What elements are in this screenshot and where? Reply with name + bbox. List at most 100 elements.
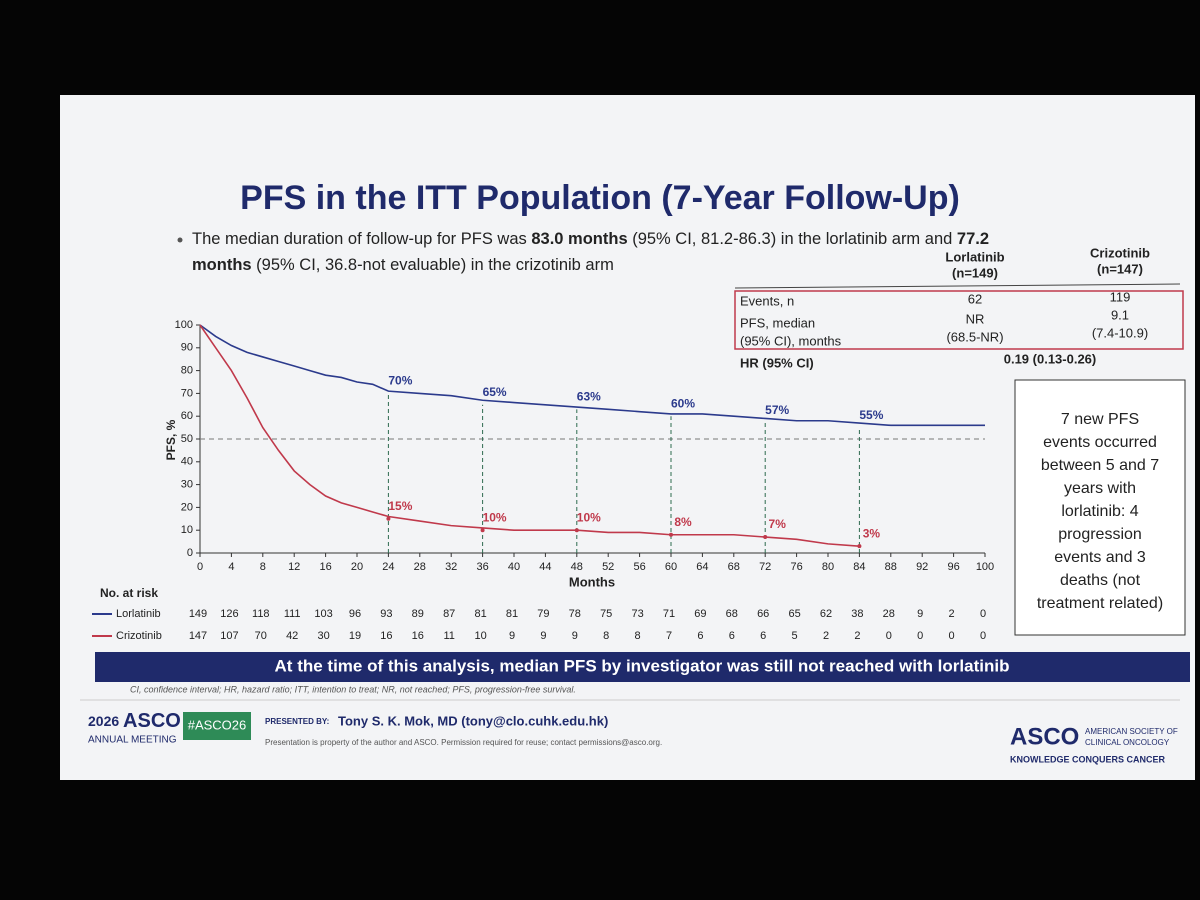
x-tick-label: 84 bbox=[853, 561, 865, 573]
at-risk-count: 0 bbox=[980, 630, 986, 642]
at-risk-count: 111 bbox=[284, 608, 301, 620]
at-risk-count: 7 bbox=[666, 630, 672, 642]
at-risk-count: 6 bbox=[729, 630, 735, 642]
at-risk-count: 71 bbox=[663, 608, 675, 620]
table-cell: (95% CI), months bbox=[740, 333, 842, 348]
at-risk-count: 79 bbox=[537, 608, 549, 620]
text: months bbox=[192, 256, 252, 274]
at-risk-count: 87 bbox=[443, 608, 455, 620]
at-risk-count: 75 bbox=[600, 608, 612, 620]
landmark-label: 60% bbox=[671, 396, 695, 410]
survival-curve bbox=[199, 324, 985, 427]
table-cell: 9.1 bbox=[1111, 307, 1129, 322]
x-tick-label: 32 bbox=[445, 561, 457, 573]
presenter: Tony S. K. Mok, MD (tony@clo.cuhk.edu.hk… bbox=[338, 713, 608, 728]
table-cell: HR (95% CI) bbox=[740, 355, 814, 370]
logo: ASCO bbox=[1010, 723, 1079, 750]
at-risk-count: 126 bbox=[220, 608, 238, 620]
at-risk-count: 118 bbox=[252, 608, 270, 620]
tagline: KNOWLEDGE CONQUERS CANCER bbox=[1010, 754, 1166, 764]
note-line: events and 3 bbox=[1054, 549, 1146, 566]
at-risk-count: 0 bbox=[980, 608, 986, 620]
y-tick-label: 10 bbox=[181, 524, 193, 536]
table-cell: (68.5-NR) bbox=[946, 329, 1003, 344]
at-risk-count: 81 bbox=[474, 608, 486, 620]
y-tick-label: 0 bbox=[187, 547, 193, 559]
rule bbox=[734, 283, 1181, 289]
landmark-label: 3% bbox=[863, 526, 881, 540]
at-risk-count: 107 bbox=[220, 630, 238, 642]
bullet-line: months (95% CI, 36.8-not evaluable) in t… bbox=[192, 256, 614, 274]
landmark-label: 8% bbox=[674, 515, 692, 529]
landmark-label: 57% bbox=[765, 403, 789, 417]
at-risk-count: 42 bbox=[286, 630, 298, 642]
at-risk-count: 2 bbox=[854, 630, 860, 642]
at-risk-count: 93 bbox=[380, 608, 392, 620]
at-risk-count: 9 bbox=[572, 630, 578, 642]
landmark-label: 63% bbox=[577, 390, 601, 404]
at-risk-count: 68 bbox=[726, 608, 738, 620]
text: The median duration of follow-up for PFS… bbox=[192, 230, 531, 248]
note-line: events occurred bbox=[1043, 434, 1157, 451]
landmark-label: 55% bbox=[859, 408, 883, 422]
y-tick-label: 70 bbox=[181, 387, 193, 399]
y-tick-label: 90 bbox=[181, 342, 193, 354]
hashtag-box bbox=[183, 712, 251, 740]
x-tick-label: 8 bbox=[260, 561, 266, 573]
landmark-point bbox=[386, 516, 391, 521]
x-tick-label: 100 bbox=[976, 561, 994, 573]
x-axis-label: Months bbox=[569, 574, 615, 589]
table-cell: NR bbox=[966, 311, 985, 326]
y-tick-label: 100 bbox=[175, 319, 193, 331]
x-tick-label: 52 bbox=[602, 561, 614, 573]
meeting-sub: ANNUAL MEETING bbox=[88, 735, 177, 746]
highlight-box bbox=[734, 290, 1184, 350]
at-risk-count: 11 bbox=[443, 630, 454, 642]
x-tick-label: 4 bbox=[228, 561, 234, 573]
at-risk-count: 6 bbox=[760, 630, 766, 642]
at-risk-count: 0 bbox=[917, 630, 923, 642]
table-header: (n=149) bbox=[952, 265, 998, 280]
x-tick-label: 24 bbox=[382, 561, 394, 573]
table-cell: 0.19 (0.13-0.26) bbox=[1004, 351, 1097, 366]
table-cell: 62 bbox=[968, 291, 982, 306]
at-risk-count: 6 bbox=[697, 630, 703, 642]
x-tick-label: 76 bbox=[790, 561, 802, 573]
note-line: progression bbox=[1058, 526, 1142, 543]
slide-title: PFS in the ITT Population (7-Year Follow… bbox=[240, 179, 960, 217]
at-risk-count: 96 bbox=[349, 608, 361, 620]
x-tick-label: 64 bbox=[696, 561, 708, 573]
x-tick-label: 72 bbox=[759, 561, 771, 573]
survival-curve bbox=[199, 324, 860, 547]
at-risk-count: 5 bbox=[792, 630, 798, 642]
table-cell: 119 bbox=[1110, 289, 1131, 304]
note-line: years with bbox=[1064, 480, 1136, 497]
text: 83.0 months bbox=[531, 230, 627, 248]
at-risk-count: 0 bbox=[886, 630, 892, 642]
y-tick-label: 30 bbox=[181, 479, 193, 491]
landmark-label: 10% bbox=[577, 510, 601, 524]
at-risk-count: 78 bbox=[569, 608, 581, 620]
text: (95% CI, 36.8-not evaluable) in the criz… bbox=[252, 256, 614, 274]
note-text: 7 new PFS events occurred between 5 and 7 y… bbox=[1037, 411, 1163, 612]
landmark-label: 15% bbox=[388, 499, 412, 513]
table-cell: (7.4-10.9) bbox=[1092, 325, 1148, 340]
x-tick-label: 12 bbox=[288, 561, 300, 573]
y-tick-label: 50 bbox=[181, 433, 193, 445]
at-risk-count: 9 bbox=[540, 630, 546, 642]
landmark-point bbox=[857, 544, 862, 549]
at-risk-count: 30 bbox=[317, 630, 329, 642]
x-tick-label: 68 bbox=[728, 561, 740, 573]
x-tick-label: 16 bbox=[319, 561, 331, 573]
at-risk-count: 149 bbox=[189, 608, 207, 620]
table-header: (n=147) bbox=[1097, 261, 1143, 276]
society: CLINICAL ONCOLOGY bbox=[1085, 738, 1170, 747]
y-tick-label: 20 bbox=[181, 501, 193, 513]
meeting: 2026 ASCO bbox=[88, 710, 181, 732]
at-risk-count: 28 bbox=[883, 608, 895, 620]
at-risk-count: 103 bbox=[314, 608, 332, 620]
bullet-line: The median duration of follow-up for PFS… bbox=[192, 230, 989, 248]
footnote: CI, confidence interval; HR, hazard rati… bbox=[130, 684, 576, 694]
x-tick-label: 92 bbox=[916, 561, 928, 573]
